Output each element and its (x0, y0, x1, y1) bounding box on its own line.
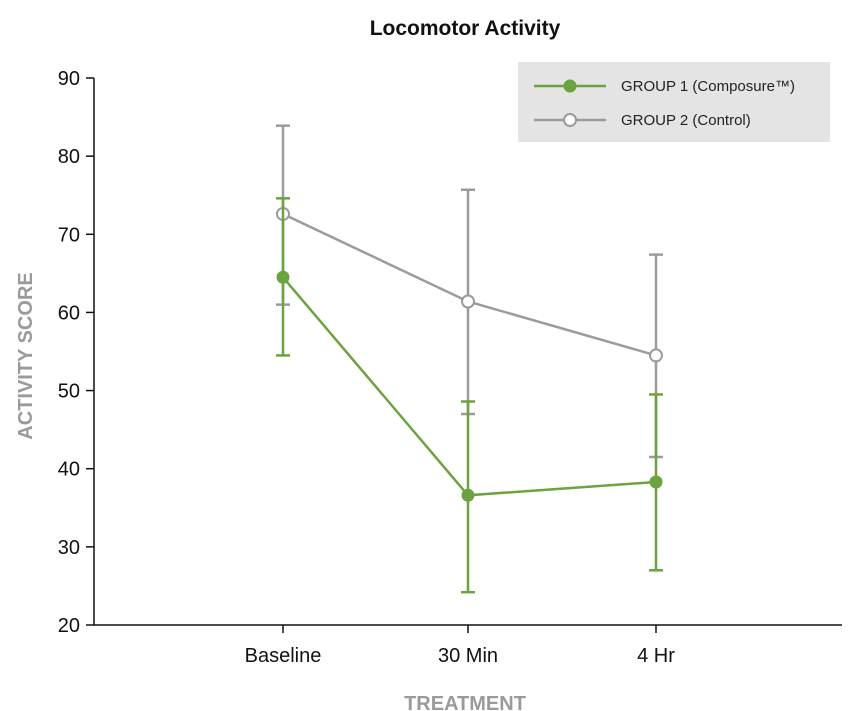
legend-swatch-marker (563, 113, 577, 127)
y-tick-label: 40 (58, 459, 80, 481)
y-axis-label: ACTIVITY SCORE (15, 272, 37, 439)
x-tick-label: 30 Min (438, 645, 498, 667)
y-ticks: 20 30 40 50 60 70 80 90 (58, 68, 94, 637)
chart-title: Locomotor Activity (370, 17, 561, 40)
series-line (282, 212, 657, 357)
data-point (649, 475, 663, 489)
series-layer (276, 124, 663, 594)
series-1 (276, 197, 663, 594)
data-point (649, 348, 663, 363)
legend: GROUP 1 (Composure™) GROUP 2 (Control) (518, 62, 830, 142)
data-point (276, 270, 290, 284)
legend-box (518, 62, 830, 142)
series-line (282, 276, 657, 497)
x-axis-label: TREATMENT (404, 693, 526, 711)
data-point (461, 488, 475, 502)
y-tick-label: 90 (58, 68, 80, 90)
legend-item: GROUP 1 (Composure™) (534, 78, 795, 95)
legend-item: GROUP 2 (Control) (534, 112, 751, 129)
x-ticks: Baseline 30 Min 4 Hr (245, 625, 675, 667)
y-tick-label: 80 (58, 146, 80, 168)
legend-label: GROUP 1 (Composure™) (621, 78, 795, 95)
y-tick-label: 20 (58, 615, 80, 637)
data-point (461, 294, 475, 309)
legend-label: GROUP 2 (Control) (621, 112, 751, 129)
y-tick-label: 30 (58, 537, 80, 559)
series-2 (276, 124, 663, 459)
y-tick-label: 60 (58, 302, 80, 324)
y-tick-label: 50 (58, 381, 80, 403)
legend-swatch-marker (563, 79, 577, 93)
x-tick-label: 4 Hr (637, 645, 675, 667)
y-tick-label: 70 (58, 224, 80, 246)
x-tick-label: Baseline (245, 645, 322, 667)
